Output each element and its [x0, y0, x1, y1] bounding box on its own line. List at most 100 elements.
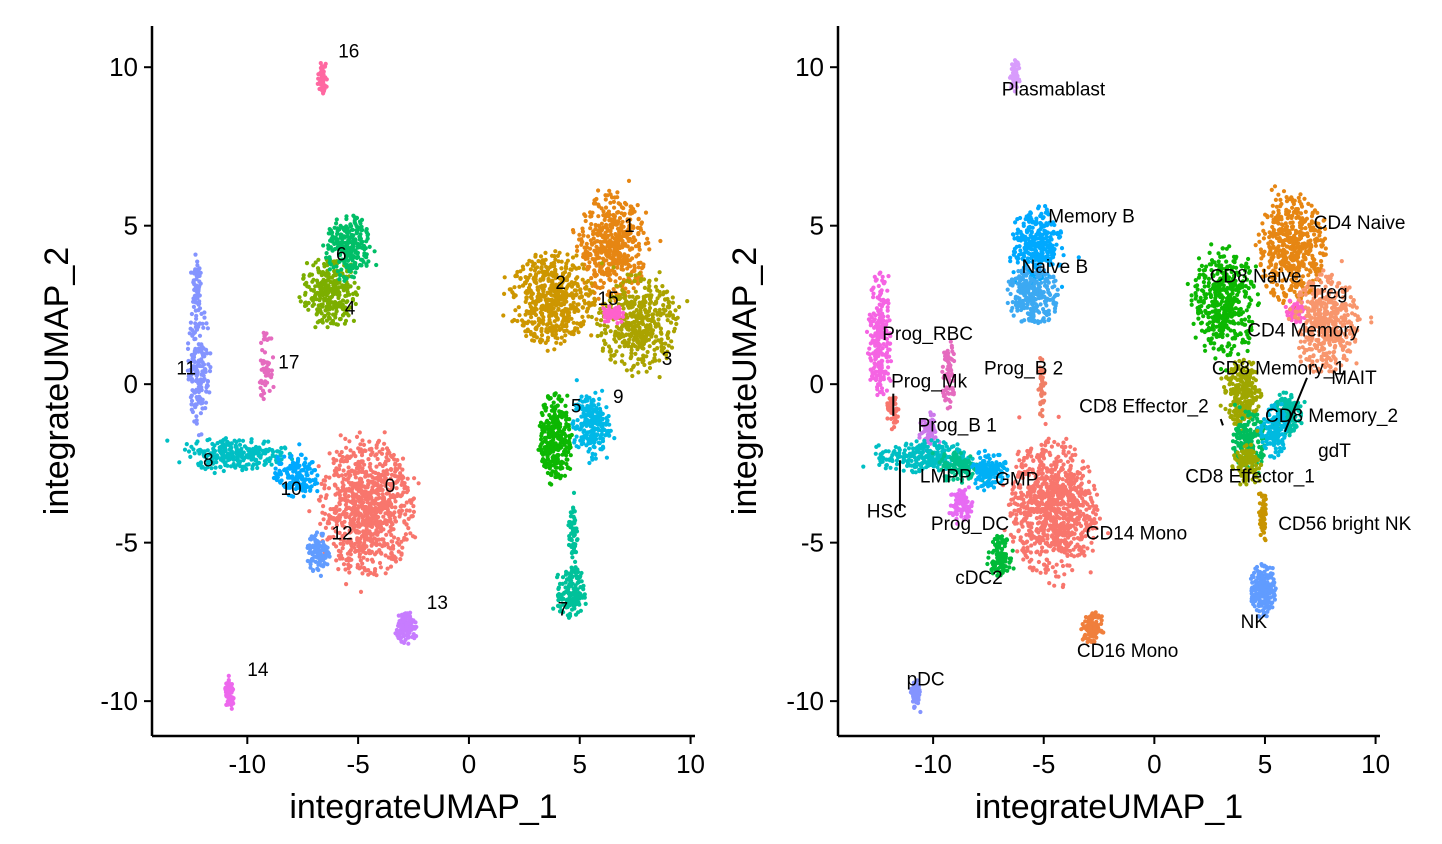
- point: [355, 529, 360, 534]
- point: [611, 199, 617, 204]
- point: [402, 633, 407, 638]
- point: [651, 340, 657, 345]
- point: [668, 320, 674, 325]
- point: [556, 447, 561, 453]
- point: [571, 507, 576, 512]
- point: [221, 450, 226, 455]
- point: [568, 525, 573, 530]
- point: [633, 289, 638, 294]
- point: [342, 235, 347, 240]
- point: [315, 489, 320, 494]
- point: [240, 438, 246, 443]
- point: [368, 452, 373, 457]
- point: [409, 514, 414, 519]
- point: [576, 445, 581, 450]
- point: [319, 531, 324, 537]
- point: [395, 540, 400, 545]
- point: [353, 262, 358, 267]
- point: [342, 458, 348, 464]
- point: [628, 311, 633, 316]
- point: [207, 390, 212, 395]
- point: [319, 481, 324, 486]
- point: [538, 310, 543, 315]
- point: [571, 490, 577, 495]
- cluster-label: 5: [571, 397, 582, 418]
- point: [407, 613, 412, 619]
- point: [661, 307, 666, 312]
- point: [336, 474, 341, 479]
- point: [346, 494, 351, 499]
- cluster-points-16: [315, 61, 329, 96]
- point: [638, 278, 643, 284]
- point: [674, 321, 679, 327]
- point: [532, 332, 537, 337]
- point: [557, 327, 562, 332]
- point: [538, 320, 543, 325]
- point: [551, 293, 557, 298]
- point: [193, 252, 198, 257]
- cluster-points-13: [393, 610, 419, 646]
- point: [267, 388, 272, 393]
- point: [585, 292, 590, 297]
- point: [629, 273, 634, 278]
- x-tick-label: 0: [462, 749, 476, 779]
- point: [569, 544, 574, 550]
- point: [652, 352, 658, 357]
- point: [568, 466, 573, 471]
- point: [387, 514, 392, 519]
- point: [406, 641, 411, 646]
- point: [331, 460, 336, 466]
- point: [347, 439, 352, 444]
- point: [625, 272, 630, 277]
- point: [543, 250, 548, 255]
- point: [590, 242, 595, 247]
- point: [583, 256, 588, 261]
- point: [574, 434, 579, 439]
- point: [270, 355, 276, 360]
- point: [266, 368, 271, 373]
- point: [320, 65, 325, 70]
- point: [559, 266, 564, 271]
- point: [358, 476, 363, 481]
- point: [350, 501, 355, 506]
- point: [196, 463, 201, 468]
- point: [399, 508, 405, 513]
- point: [594, 263, 599, 268]
- point: [551, 400, 556, 405]
- point: [331, 507, 336, 512]
- point: [376, 506, 381, 511]
- cluster-label: 7: [558, 600, 569, 621]
- point: [586, 441, 591, 446]
- point: [238, 464, 243, 469]
- point: [297, 442, 302, 447]
- point: [376, 530, 381, 535]
- point: [603, 341, 608, 346]
- point: [192, 287, 197, 292]
- point: [513, 274, 518, 279]
- point: [390, 553, 395, 558]
- point: [254, 457, 259, 462]
- point: [630, 373, 635, 379]
- point: [334, 221, 339, 226]
- point: [392, 457, 397, 462]
- point: [647, 344, 652, 349]
- point: [352, 255, 357, 260]
- point: [632, 278, 637, 283]
- point: [357, 480, 362, 485]
- point: [365, 557, 370, 562]
- point: [397, 462, 402, 468]
- point: [357, 554, 362, 559]
- point: [547, 460, 552, 465]
- point: [307, 273, 312, 278]
- point: [577, 232, 582, 237]
- point: [570, 528, 576, 534]
- point: [564, 440, 569, 445]
- point: [308, 485, 313, 490]
- point: [653, 334, 659, 339]
- point: [325, 550, 331, 555]
- point: [363, 448, 368, 453]
- point: [607, 188, 612, 193]
- point: [558, 341, 563, 346]
- point: [313, 478, 318, 483]
- point: [358, 442, 363, 447]
